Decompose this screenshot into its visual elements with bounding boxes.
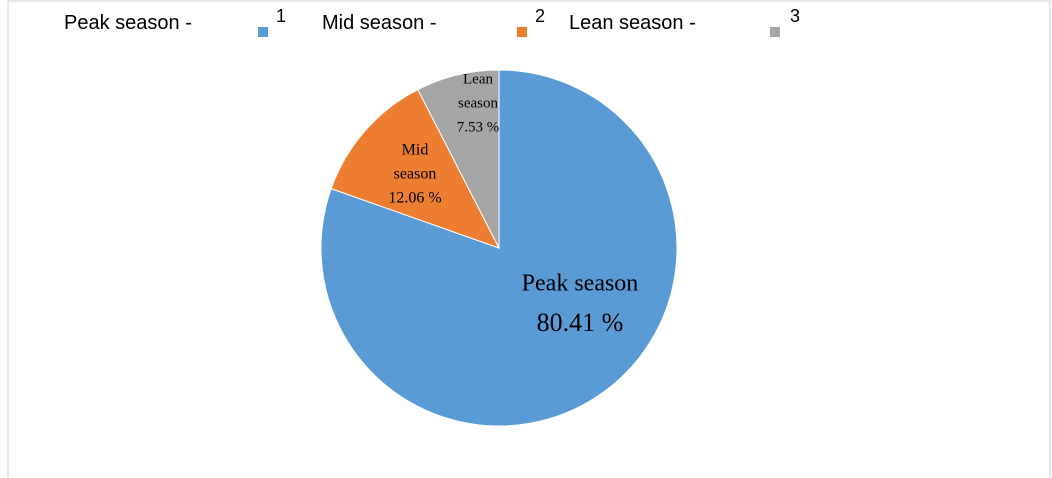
legend-label: 1 [276,6,286,26]
legend-prefix: Mid season - [322,12,437,34]
legend-swatch [258,27,268,37]
legend-label: 3 [790,6,800,26]
slice-label: Peak season [522,271,639,297]
slice-label: season [458,95,498,111]
slice-label: Mid [402,142,429,159]
value-label: 7.53 % [457,119,500,135]
pie-slice [330,88,501,249]
value-label: 12.06 % [388,190,441,207]
slice-label: season [394,166,437,183]
legend-swatch [517,27,527,37]
legend-prefix: Lean season - [569,12,696,34]
chart-frame [7,0,1051,478]
pie-slice [417,69,500,249]
value-label: 80.41 % [537,308,624,337]
legend-prefix: Peak season - [64,12,192,34]
legend-label: 2 [535,6,545,26]
legend-swatch [770,27,780,37]
slice-label: Lean [463,71,493,87]
